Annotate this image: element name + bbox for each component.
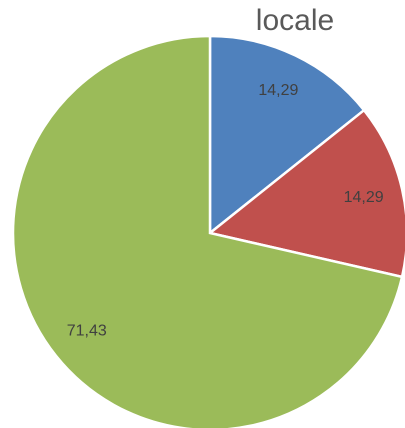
chart-title: locale <box>256 4 334 37</box>
pie-slice <box>11 34 404 428</box>
pie-slice <box>208 34 366 236</box>
data-label: 14,29 <box>258 82 298 99</box>
data-label: 71,43 <box>67 322 107 339</box>
data-label: 14,29 <box>344 189 384 206</box>
